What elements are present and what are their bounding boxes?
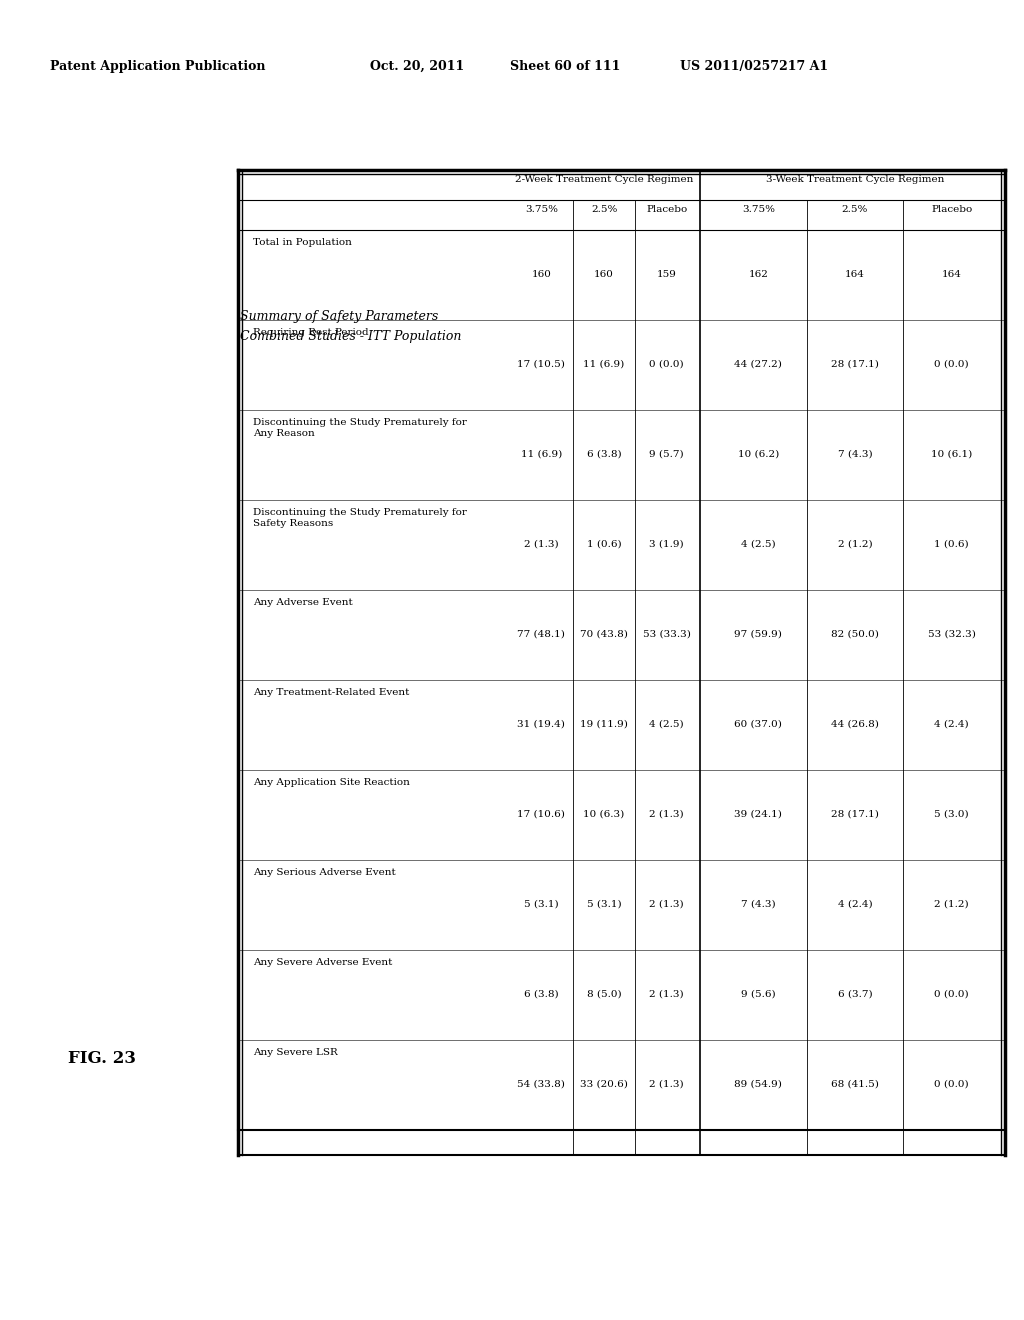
Text: 0 (0.0): 0 (0.0) (934, 360, 969, 370)
Text: 28 (17.1): 28 (17.1) (831, 360, 879, 370)
Text: 28 (17.1): 28 (17.1) (831, 810, 879, 818)
Text: Any Reason: Any Reason (253, 429, 314, 438)
Text: 8 (5.0): 8 (5.0) (587, 990, 622, 999)
Text: 2 (1.3): 2 (1.3) (649, 990, 684, 999)
Text: 53 (33.3): 53 (33.3) (643, 630, 690, 639)
Text: Placebo: Placebo (646, 205, 687, 214)
Text: Placebo: Placebo (931, 205, 973, 214)
Text: Requiring Rest Period: Requiring Rest Period (253, 327, 369, 337)
Text: 4 (2.4): 4 (2.4) (934, 719, 969, 729)
Text: 2 (1.2): 2 (1.2) (838, 540, 872, 549)
Text: 2-Week Treatment Cycle Regimen: 2-Week Treatment Cycle Regimen (515, 176, 693, 183)
Text: 1 (0.6): 1 (0.6) (587, 540, 622, 549)
Text: Safety Reasons: Safety Reasons (253, 519, 333, 528)
Text: 44 (27.2): 44 (27.2) (734, 360, 782, 370)
Text: 10 (6.3): 10 (6.3) (584, 810, 625, 818)
Text: 160: 160 (531, 271, 551, 279)
Text: 9 (5.6): 9 (5.6) (741, 990, 775, 999)
Text: 53 (32.3): 53 (32.3) (928, 630, 976, 639)
Text: 7 (4.3): 7 (4.3) (838, 450, 872, 459)
Text: 160: 160 (594, 271, 614, 279)
Text: 3 (1.9): 3 (1.9) (649, 540, 684, 549)
Text: 159: 159 (656, 271, 677, 279)
Text: 77 (48.1): 77 (48.1) (517, 630, 565, 639)
Text: Sheet 60 of 111: Sheet 60 of 111 (510, 59, 621, 73)
Text: 70 (43.8): 70 (43.8) (580, 630, 628, 639)
Text: 2 (1.3): 2 (1.3) (649, 1080, 684, 1089)
Text: 17 (10.5): 17 (10.5) (517, 360, 565, 370)
Text: 5 (3.1): 5 (3.1) (524, 900, 559, 909)
Text: US 2011/0257217 A1: US 2011/0257217 A1 (680, 59, 828, 73)
Text: 0 (0.0): 0 (0.0) (934, 1080, 969, 1089)
Text: 164: 164 (845, 271, 865, 279)
Text: 33 (20.6): 33 (20.6) (580, 1080, 628, 1089)
Text: 0 (0.0): 0 (0.0) (934, 990, 969, 999)
Text: 39 (24.1): 39 (24.1) (734, 810, 782, 818)
Text: 2 (1.3): 2 (1.3) (524, 540, 559, 549)
Text: 6 (3.7): 6 (3.7) (838, 990, 872, 999)
Text: 2 (1.3): 2 (1.3) (649, 900, 684, 909)
Text: Any Severe Adverse Event: Any Severe Adverse Event (253, 958, 392, 968)
Text: 10 (6.2): 10 (6.2) (737, 450, 779, 459)
Text: Patent Application Publication: Patent Application Publication (50, 59, 265, 73)
Text: 2.5%: 2.5% (842, 205, 868, 214)
Text: 3-Week Treatment Cycle Regimen: 3-Week Treatment Cycle Regimen (766, 176, 944, 183)
Text: 4 (2.5): 4 (2.5) (741, 540, 775, 549)
Text: 68 (41.5): 68 (41.5) (831, 1080, 879, 1089)
Text: 10 (6.1): 10 (6.1) (931, 450, 973, 459)
Text: 164: 164 (942, 271, 962, 279)
Text: 4 (2.5): 4 (2.5) (649, 719, 684, 729)
Text: Any Serious Adverse Event: Any Serious Adverse Event (253, 869, 395, 876)
Text: 3.75%: 3.75% (741, 205, 775, 214)
Text: 31 (19.4): 31 (19.4) (517, 719, 565, 729)
Text: Total in Population: Total in Population (253, 238, 352, 247)
Text: Summary of Safety Parameters: Summary of Safety Parameters (240, 310, 438, 323)
Text: Discontinuing the Study Prematurely for: Discontinuing the Study Prematurely for (253, 508, 467, 517)
Text: Any Application Site Reaction: Any Application Site Reaction (253, 777, 410, 787)
Text: 97 (59.9): 97 (59.9) (734, 630, 782, 639)
Text: 89 (54.9): 89 (54.9) (734, 1080, 782, 1089)
Text: 60 (37.0): 60 (37.0) (734, 719, 782, 729)
Text: 1 (0.6): 1 (0.6) (934, 540, 969, 549)
Text: 6 (3.8): 6 (3.8) (587, 450, 622, 459)
Text: 11 (6.9): 11 (6.9) (521, 450, 562, 459)
Text: 3.75%: 3.75% (525, 205, 558, 214)
Text: 5 (3.1): 5 (3.1) (587, 900, 622, 909)
Text: 82 (50.0): 82 (50.0) (831, 630, 879, 639)
Text: 17 (10.6): 17 (10.6) (517, 810, 565, 818)
Text: 2 (1.2): 2 (1.2) (934, 900, 969, 909)
Text: Combined Studies - ITT Population: Combined Studies - ITT Population (240, 330, 462, 343)
Text: 19 (11.9): 19 (11.9) (580, 719, 628, 729)
Text: Oct. 20, 2011: Oct. 20, 2011 (370, 59, 464, 73)
Text: Discontinuing the Study Prematurely for: Discontinuing the Study Prematurely for (253, 418, 467, 426)
Text: 54 (33.8): 54 (33.8) (517, 1080, 565, 1089)
Text: 7 (4.3): 7 (4.3) (741, 900, 775, 909)
Text: 0 (0.0): 0 (0.0) (649, 360, 684, 370)
Text: Any Adverse Event: Any Adverse Event (253, 598, 352, 607)
Text: 9 (5.7): 9 (5.7) (649, 450, 684, 459)
Text: 2.5%: 2.5% (591, 205, 617, 214)
Text: Any Severe LSR: Any Severe LSR (253, 1048, 338, 1057)
Text: 162: 162 (749, 271, 768, 279)
Text: 4 (2.4): 4 (2.4) (838, 900, 872, 909)
Text: 2 (1.3): 2 (1.3) (649, 810, 684, 818)
Text: 11 (6.9): 11 (6.9) (584, 360, 625, 370)
Text: 6 (3.8): 6 (3.8) (524, 990, 559, 999)
Text: 5 (3.0): 5 (3.0) (934, 810, 969, 818)
Text: 44 (26.8): 44 (26.8) (831, 719, 879, 729)
Text: FIG. 23: FIG. 23 (68, 1049, 136, 1067)
Text: Any Treatment-Related Event: Any Treatment-Related Event (253, 688, 410, 697)
